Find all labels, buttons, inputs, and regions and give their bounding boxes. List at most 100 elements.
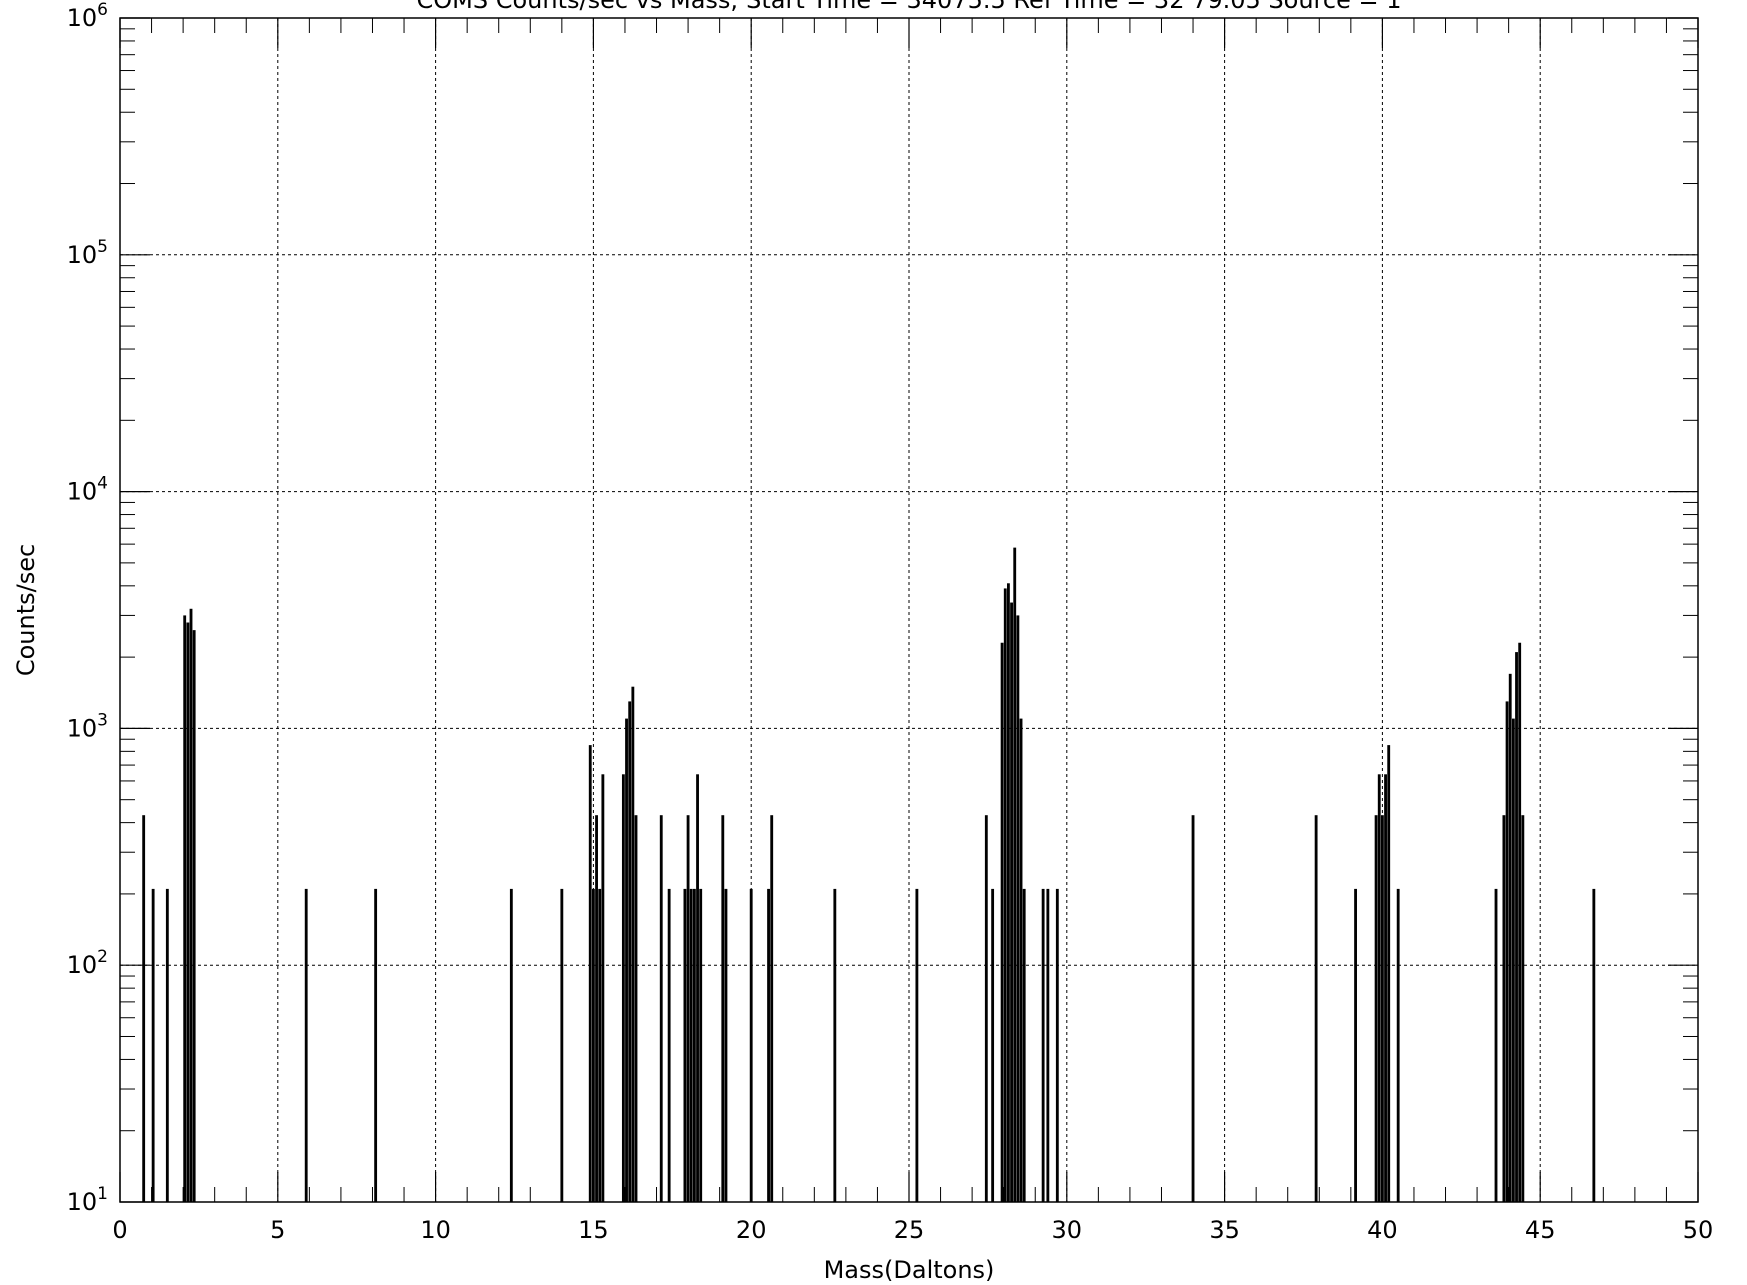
bar [1494,888,1498,1202]
bar [767,888,770,1202]
x-axis-label: Mass(Daltons) [824,1256,995,1284]
bar [1010,602,1013,1202]
bar [634,815,638,1202]
y-tick-exponent: 3 [97,710,108,730]
y-tick-base: 10 [67,951,98,979]
bar [770,815,774,1202]
x-tick-label: 15 [578,1216,609,1244]
bar [1505,701,1509,1202]
bar [1511,718,1515,1202]
x-tick-label: 35 [1209,1216,1240,1244]
bar [1502,815,1506,1202]
bar [625,718,628,1202]
bar [1396,888,1400,1202]
bar [1380,815,1384,1202]
y-tick-label: 105 [67,237,108,269]
y-tick-exponent: 4 [97,474,108,494]
y-tick-exponent: 1 [97,1184,108,1204]
bar [984,815,988,1202]
y-tick-exponent: 2 [97,947,108,967]
bar [683,888,687,1202]
bar [142,815,146,1202]
y-tick-exponent: 5 [97,237,108,257]
bar [1374,815,1378,1202]
x-tick-label: 20 [736,1216,767,1244]
x-tick-label: 50 [1683,1216,1714,1244]
bar [833,888,837,1202]
bar [1041,888,1045,1202]
bar [1000,642,1004,1202]
bar [1191,815,1195,1202]
y-tick-label: 104 [67,474,108,506]
bar [915,888,919,1202]
bar [183,615,187,1202]
bar [1508,673,1512,1202]
bar [151,888,155,1202]
chart-title: COMS Counts/sec vs Mass; Start Time = 34… [417,0,1402,14]
bar [598,888,602,1202]
plot-frame [119,17,1699,1203]
bar [689,888,693,1202]
y-tick-label: 101 [67,1184,108,1216]
bar [721,815,725,1202]
bar [667,888,671,1202]
x-tick-label: 25 [894,1216,925,1244]
bar [591,888,595,1202]
bar [1006,583,1010,1202]
x-tick-label: 0 [112,1216,127,1244]
bar [724,888,728,1202]
bar [1314,815,1318,1202]
y-tick-base: 10 [67,241,98,269]
x-tick-label: 5 [270,1216,285,1244]
bar [1384,774,1387,1202]
y-tick-base: 10 [67,1188,98,1216]
y-tick-base: 10 [67,478,98,506]
y-axis-label: Counts/sec [12,544,40,676]
bar [699,888,703,1202]
bar [1055,888,1059,1202]
bar [189,608,193,1202]
bar [991,888,995,1202]
bar [1377,774,1381,1202]
bar [588,745,592,1202]
bar [686,815,690,1202]
x-tick-label: 10 [420,1216,451,1244]
y-tick-base: 10 [67,4,98,32]
grid-lines [120,18,1698,1202]
bar [621,774,625,1202]
x-tick-label: 40 [1367,1216,1398,1244]
bar [1387,745,1391,1202]
bar [659,815,663,1202]
bar [1003,588,1007,1202]
bar [509,888,513,1202]
y-tick-label: 103 [67,710,108,742]
y-tick-base: 10 [67,714,98,742]
bar [631,686,635,1202]
bar [1518,642,1522,1202]
bar [192,630,196,1202]
bar [560,888,564,1202]
bar [186,622,190,1202]
bar [1515,652,1518,1202]
bar [1521,815,1525,1202]
bar [374,888,378,1202]
bar [696,774,699,1202]
bars-group [142,547,1596,1202]
y-tick-exponent: 6 [97,0,108,20]
bar [749,888,753,1202]
bar [1354,888,1357,1202]
bar [628,701,632,1202]
y-tick-label: 106 [67,0,108,32]
bar [1019,718,1023,1202]
bar [1022,888,1026,1202]
bar [601,774,605,1202]
bar [1592,888,1596,1202]
bar [1016,615,1020,1202]
bar [304,888,308,1202]
bar [165,888,169,1202]
axis-ticks [119,17,1699,1203]
x-tick-label: 30 [1052,1216,1083,1244]
y-tick-label: 102 [67,947,108,979]
